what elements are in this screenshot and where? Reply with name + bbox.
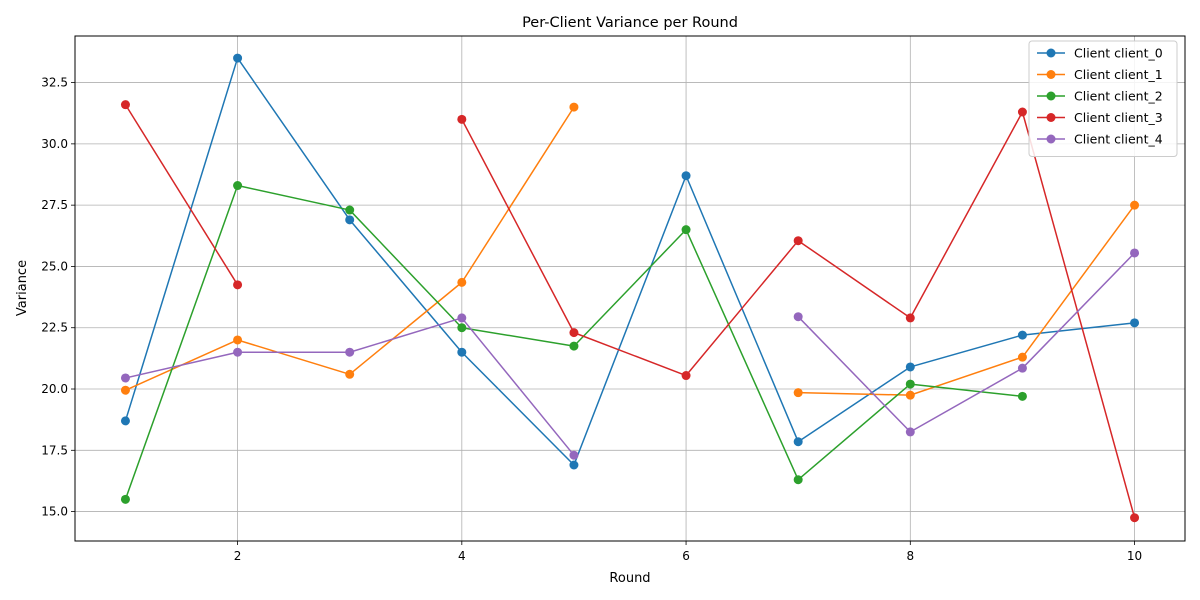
- data-point: [1130, 318, 1140, 328]
- data-point: [233, 335, 243, 345]
- data-point: [569, 460, 579, 470]
- data-point: [120, 385, 130, 395]
- data-point: [569, 341, 579, 351]
- series-1: [120, 102, 1140, 400]
- y-tick-label: 32.5: [41, 76, 68, 90]
- data-point: [457, 114, 467, 124]
- data-point: [457, 313, 467, 323]
- data-point: [905, 390, 915, 400]
- data-point: [233, 347, 243, 357]
- legend-box: [1028, 40, 1178, 157]
- series-line: [124, 57, 1135, 466]
- y-tick-label: 15.0: [41, 505, 68, 519]
- y-tick-label: 25.0: [41, 259, 68, 273]
- legend-marker: [1046, 48, 1056, 58]
- data-point: [681, 171, 691, 181]
- data-point: [793, 475, 803, 485]
- data-point: [1017, 352, 1027, 362]
- series-4: [120, 248, 1140, 460]
- data-point: [233, 53, 243, 63]
- series-3: [120, 100, 1140, 523]
- data-point: [457, 323, 467, 333]
- data-point: [120, 100, 130, 110]
- data-point: [793, 388, 803, 398]
- series-line: [124, 104, 239, 286]
- x-tick-label: 2: [234, 549, 242, 563]
- x-tick-label: 4: [458, 549, 466, 563]
- chart-title: Per-Client Variance per Round: [522, 15, 738, 31]
- data-point: [905, 313, 915, 323]
- data-point: [1017, 330, 1027, 340]
- legend-label: Client client_2: [1074, 89, 1163, 104]
- data-point: [569, 102, 579, 112]
- data-point: [793, 236, 803, 246]
- y-tick-label: 30.0: [41, 137, 68, 151]
- data-point: [905, 379, 915, 389]
- data-point: [1130, 513, 1140, 523]
- data-point: [905, 362, 915, 372]
- legend-marker: [1046, 91, 1056, 101]
- x-axis-label: Round: [609, 571, 650, 586]
- x-tick-label: 8: [906, 549, 914, 563]
- y-tick-label: 20.0: [41, 382, 68, 396]
- data-point: [1017, 391, 1027, 401]
- grid-layer: [75, 36, 1185, 541]
- data-point: [1130, 248, 1140, 258]
- data-point: [345, 205, 355, 215]
- data-point: [457, 347, 467, 357]
- data-point: [1130, 200, 1140, 210]
- legend-marker: [1046, 113, 1056, 122]
- series-line: [797, 252, 1136, 433]
- data-point: [345, 369, 355, 379]
- data-point: [457, 277, 467, 287]
- series-2: [120, 181, 1027, 504]
- legend-label: Client client_3: [1074, 110, 1163, 125]
- data-point: [905, 427, 915, 437]
- data-point: [233, 280, 243, 290]
- series-layer: [120, 53, 1140, 523]
- legend: Client client_0 Client client_1 Client cli…: [1028, 40, 1178, 157]
- y-tick-label: 27.5: [41, 198, 68, 212]
- y-axis-label: Variance: [15, 260, 30, 316]
- data-point: [233, 181, 243, 191]
- x-tick-label: 6: [682, 549, 690, 563]
- data-point: [681, 225, 691, 235]
- data-point: [120, 494, 130, 504]
- series-0: [120, 53, 1140, 470]
- data-point: [345, 215, 355, 225]
- data-point: [120, 416, 130, 426]
- y-tick-label: 22.5: [41, 321, 68, 335]
- data-point: [1017, 363, 1027, 373]
- data-point: [681, 371, 691, 381]
- data-point: [120, 373, 130, 383]
- data-point: [569, 450, 579, 460]
- y-tick-label: 17.5: [41, 443, 68, 457]
- tick-layer: 2 4 6 8 10 15.0 17.5 20.0 22.5 25.0 27.5 30.0 32.5: [41, 76, 1142, 563]
- legend-label: Client client_1: [1074, 67, 1163, 82]
- data-point: [345, 347, 355, 357]
- series-line: [798, 204, 1136, 396]
- plot-frame: [74, 35, 1186, 542]
- legend-label: Client client_4: [1074, 132, 1163, 147]
- legend-marker: [1046, 134, 1056, 144]
- data-point: [1017, 107, 1027, 117]
- legend-marker: [1046, 70, 1056, 79]
- legend-label: Client client_0: [1074, 46, 1163, 61]
- data-point: [793, 312, 803, 322]
- data-point: [569, 328, 579, 338]
- data-point: [793, 437, 803, 447]
- x-tick-label: 10: [1127, 549, 1142, 563]
